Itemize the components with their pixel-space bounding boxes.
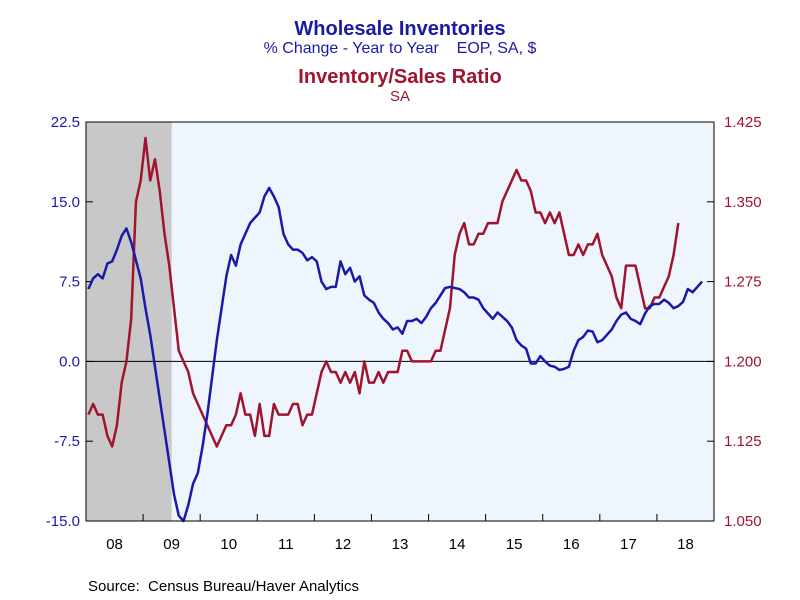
x-tick-label: 16 [563,536,580,553]
left-tick-label: -15.0 [46,513,80,530]
x-tick-label: 15 [506,536,523,553]
wholesale-inventories-line [87,186,704,523]
x-tick-label: 10 [220,536,237,553]
recession-band [86,122,172,521]
x-tick-label: 13 [392,536,409,553]
left-tick-label: 7.5 [59,274,80,291]
x-tick-label: 12 [335,536,352,553]
x-tick-label: 14 [449,536,466,553]
chart-subtitle-ratio: SA [389,88,410,105]
left-tick-label: -7.5 [54,433,80,450]
right-tick-label: 1.425 [724,114,762,131]
left-tick-label: 15.0 [51,194,80,211]
plot-area [86,122,714,521]
right-tick-label: 1.125 [724,433,762,450]
chart-title-ratio: Inventory/Sales Ratio [298,66,502,88]
left-tick-label: 22.5 [51,114,80,131]
x-tick-label: 11 [278,536,294,553]
right-tick-label: 1.350 [724,194,762,211]
chart-title-inventories: Wholesale Inventories [294,18,506,40]
x-tick-label: 08 [106,536,123,553]
chart-subtitle-inventories: % Change - Year to Year EOP, SA, $ [263,40,537,57]
x-axis: 08 09 10 11 12 13 14 15 16 17 18 [106,514,694,553]
right-axis: 1.425 1.350 1.275 1.200 1.125 1.050 [707,114,762,530]
left-axis: 22.5 15.0 7.5 0.0 -7.5 -15.0 [46,114,93,530]
right-tick-label: 1.200 [724,353,762,370]
x-tick-label: 17 [620,536,637,553]
right-tick-label: 1.050 [724,513,762,530]
plot-border [85,121,715,522]
right-tick-label: 1.275 [724,274,762,291]
source-note: Source: Census Bureau/Haver Analytics [88,578,359,595]
left-tick-label: 0.0 [59,353,80,370]
x-tick-label: 09 [163,536,180,553]
x-tick-label: 18 [677,536,694,553]
inventory-sales-ratio-line [87,136,680,448]
